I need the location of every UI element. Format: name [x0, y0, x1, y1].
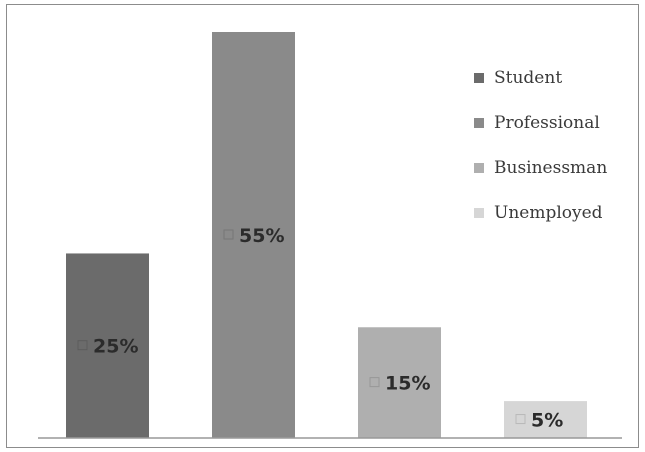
legend: Student Professional Businessman Unemployed	[474, 68, 607, 223]
data-label-marker-businessman	[369, 377, 380, 388]
data-label-marker-unemployed	[515, 414, 526, 425]
data-label-student: 25%	[93, 336, 138, 358]
data-label-marker-professional	[223, 229, 234, 240]
legend-swatch-student	[474, 73, 484, 83]
legend-label-student: Student	[494, 68, 562, 88]
legend-swatch-businessman	[474, 163, 484, 173]
data-label-businessman: 15%	[385, 373, 430, 395]
legend-label-unemployed: Unemployed	[494, 203, 603, 223]
legend-label-businessman: Businessman	[494, 158, 607, 178]
data-label-professional: 55%	[239, 225, 284, 247]
bars-layer	[66, 32, 587, 438]
data-label-unemployed: 5%	[531, 410, 563, 432]
legend-label-professional: Professional	[494, 113, 600, 133]
data-labels-layer: 25% 55% 15% 5%	[77, 225, 563, 432]
data-label-marker-student	[77, 340, 88, 351]
legend-swatch-unemployed	[474, 208, 484, 218]
legend-swatch-professional	[474, 118, 484, 128]
